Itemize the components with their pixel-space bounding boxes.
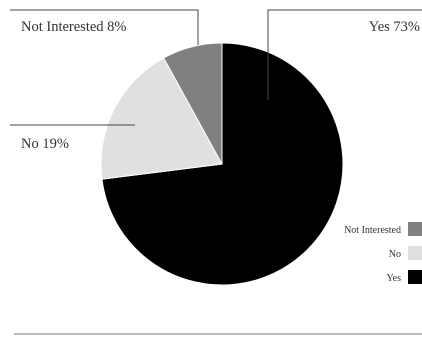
legend-swatch-no: [408, 246, 422, 260]
legend-label-not-interested: Not Interested: [344, 225, 401, 236]
leader-line-not-interested: [10, 9, 199, 45]
data-label-not-interested: Not Interested 8%: [21, 19, 127, 35]
legend-swatch-yes: [408, 270, 422, 284]
leader-line-yes: [267, 9, 422, 100]
data-label-yes: Yes 73%: [369, 19, 420, 35]
pie-slice-not-interested: [163, 42, 223, 165]
pie-slice-no: [100, 57, 223, 180]
legend-label-yes: Yes: [386, 273, 401, 284]
pie-slices: [100, 42, 344, 286]
legend-swatch-not-interested: [408, 222, 422, 236]
legend-label-no: No: [389, 249, 401, 260]
data-label-no: No 19%: [21, 136, 69, 152]
legend: Not Interested No Yes: [344, 222, 422, 284]
